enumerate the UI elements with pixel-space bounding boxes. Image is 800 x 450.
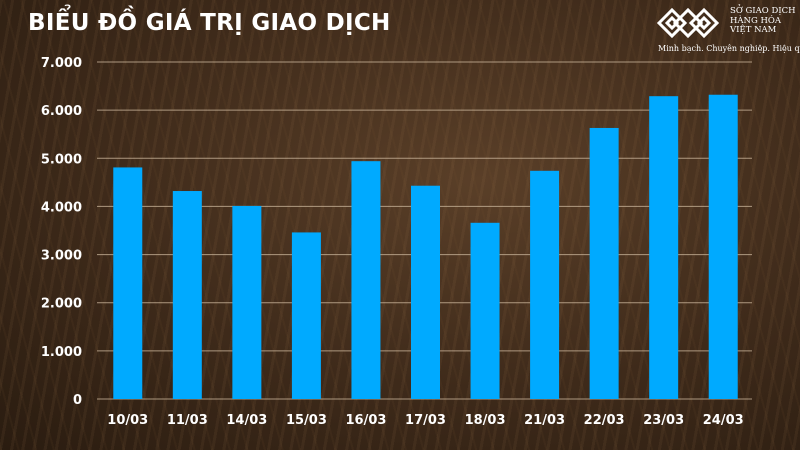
bar — [232, 205, 262, 399]
x-tick-label: 17/03 — [405, 413, 446, 428]
bar — [530, 170, 560, 399]
y-tick-label: 0 — [73, 393, 82, 408]
bar — [351, 161, 381, 399]
logo-slogan: Minh bạch. Chuyên nghiệp. Hiệu quả — [658, 44, 800, 53]
bar — [470, 222, 500, 399]
x-tick-label: 10/03 — [107, 413, 148, 428]
x-tick-label: 14/03 — [226, 413, 267, 428]
y-tick-label: 4.000 — [41, 200, 82, 215]
x-tick-label: 15/03 — [286, 413, 327, 428]
bar — [291, 232, 321, 399]
bar — [411, 185, 440, 399]
x-tick-label: 23/03 — [643, 413, 684, 428]
y-tick-label: 7.000 — [41, 56, 82, 71]
chart-title: BIỂU ĐỒ GIÁ TRỊ GIAO DỊCH — [28, 10, 391, 36]
y-tick-label: 2.000 — [41, 297, 82, 312]
bar — [172, 191, 202, 399]
bar — [649, 96, 679, 399]
x-tick-label: 21/03 — [524, 413, 565, 428]
y-tick-label: 5.000 — [41, 152, 82, 167]
y-tick-label: 1.000 — [41, 345, 82, 360]
bar — [708, 94, 738, 399]
x-tick-label: 16/03 — [345, 413, 386, 428]
logo: SỞ GIAO DỊCH HÀNG HÓA VIỆT NAM Minh bạch… — [655, 4, 800, 56]
y-tick-label: 3.000 — [41, 249, 82, 264]
x-tick-label: 18/03 — [465, 413, 506, 428]
y-tick-label: 6.000 — [41, 104, 82, 119]
x-tick-label: 11/03 — [167, 413, 208, 428]
logo-mark-icon — [656, 7, 720, 39]
bar — [589, 127, 619, 399]
x-tick-label: 24/03 — [703, 413, 744, 428]
x-tick-label: 22/03 — [584, 413, 625, 428]
logo-name-line: VIỆT NAM — [730, 25, 777, 35]
bar — [113, 167, 143, 399]
logo-name-line: SỞ GIAO DỊCH — [730, 6, 796, 16]
logo-name-line: HÀNG HÓA — [730, 15, 781, 26]
